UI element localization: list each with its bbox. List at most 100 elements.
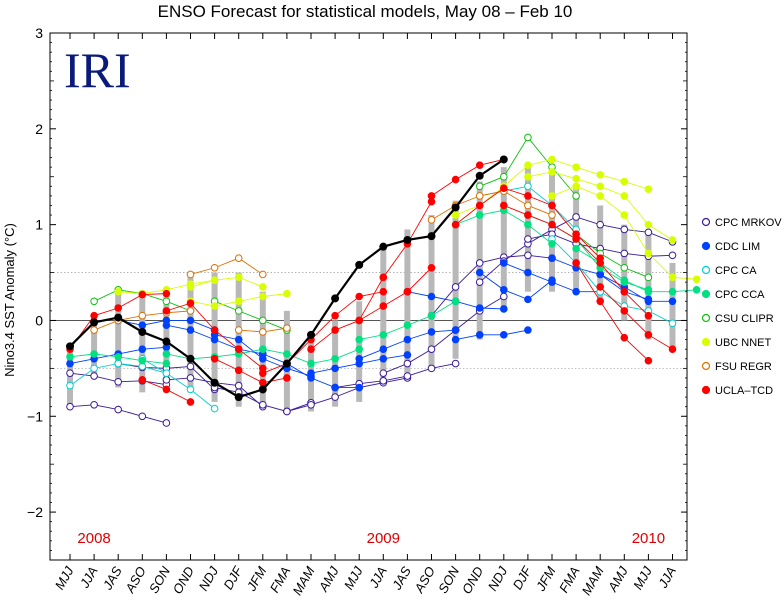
forecast-point — [548, 155, 556, 164]
x-tick-label: MAM — [579, 564, 607, 598]
forecast-point — [500, 201, 508, 210]
forecast-point — [427, 216, 436, 224]
observed-point — [451, 203, 460, 212]
x-tick-label: SON — [435, 563, 462, 595]
forecast-series — [210, 297, 291, 334]
forecast-point — [379, 273, 388, 282]
forecast-point — [307, 359, 315, 368]
forecast-point — [234, 366, 243, 375]
legend: CPC MRKOV CDC LIM CPC CA CPC CCA CSU CLIPR UB… — [701, 217, 782, 397]
forecast-series — [259, 345, 364, 368]
forecast-point — [524, 211, 532, 219]
forecast-series — [307, 263, 436, 354]
observed-point — [258, 385, 267, 394]
forecast-point — [379, 302, 388, 310]
forecast-point — [427, 345, 436, 354]
legend-label: CPC MRKOV — [715, 217, 782, 229]
forecast-line — [142, 358, 215, 409]
forecast-point — [548, 240, 556, 248]
forecast-series — [186, 289, 291, 310]
forecast-line — [190, 257, 264, 275]
forecast-point — [234, 326, 243, 334]
forecast-point — [475, 331, 484, 339]
forecast-series — [475, 133, 580, 200]
forecast-point — [596, 192, 605, 200]
forecast-point — [114, 377, 122, 386]
forecast-line — [214, 300, 288, 331]
forecast-point — [500, 285, 508, 294]
forecast-point — [186, 398, 195, 406]
forecast-point — [451, 359, 460, 368]
spread-bar — [452, 200, 459, 359]
forecast-line — [599, 286, 673, 350]
forecast-point — [620, 263, 629, 272]
forecast-point — [644, 228, 653, 237]
forecast-point — [283, 374, 291, 382]
forecast-point — [138, 311, 147, 320]
forecast-series — [283, 374, 412, 416]
forecast-point — [644, 185, 653, 193]
forecast-series — [500, 201, 653, 320]
forecast-point — [90, 297, 98, 306]
forecast-point — [620, 177, 629, 186]
observed-point — [307, 330, 315, 339]
y-tick-label: −2 — [27, 504, 43, 520]
forecast-point — [596, 220, 605, 229]
observed-point — [90, 318, 99, 327]
forecast-point — [234, 297, 243, 306]
forecast-point — [403, 351, 412, 359]
forecast-point — [596, 297, 605, 306]
spread-bar — [500, 167, 507, 311]
forecast-point — [572, 287, 580, 296]
legend-label: CDC LIM — [715, 241, 760, 253]
forecast-point — [138, 412, 147, 421]
forecast-point — [572, 182, 580, 191]
forecast-point — [427, 292, 436, 301]
spread-bar — [332, 320, 339, 407]
forecast-point — [500, 305, 508, 313]
x-tick-label: MJJ — [52, 564, 77, 593]
forecast-point — [644, 249, 653, 258]
forecast-line — [358, 201, 432, 321]
forecast-point — [162, 297, 171, 306]
forecast-point — [572, 163, 580, 171]
forecast-point — [114, 353, 122, 361]
observed-point — [138, 327, 147, 336]
legend-item: CPC CCA — [701, 289, 765, 301]
forecast-line — [575, 262, 649, 362]
forecast-point — [427, 192, 436, 200]
x-tick-label: DJF — [510, 563, 535, 592]
forecast-point — [524, 235, 532, 243]
forecast-point — [162, 419, 171, 427]
forecast-point — [451, 211, 460, 219]
x-tick-label: JJA — [655, 564, 679, 591]
forecast-point — [355, 292, 364, 301]
x-tick-label: AMJ — [315, 564, 342, 595]
forecast-point — [307, 369, 315, 377]
forecast-point — [186, 385, 195, 394]
forecast-point — [572, 259, 580, 267]
legend-label: CSU CLIPR — [715, 313, 774, 325]
forecast-point — [668, 297, 677, 306]
forecast-point — [331, 354, 339, 363]
forecast-point — [331, 326, 339, 334]
forecast-series — [259, 287, 388, 377]
observed-point — [379, 242, 388, 251]
forecast-point — [259, 378, 267, 387]
forecast-point — [596, 270, 605, 279]
observed-point — [475, 171, 484, 180]
forecast-point — [451, 326, 460, 334]
forecast-point — [668, 251, 677, 260]
forecast-line — [431, 159, 504, 197]
year-label: 2009 — [367, 530, 400, 547]
forecast-point — [644, 273, 653, 282]
forecast-point — [331, 364, 339, 373]
legend-label: CPC CA — [715, 265, 757, 277]
legend-marker — [701, 265, 711, 275]
forecast-point — [475, 182, 484, 191]
year-label: 2008 — [77, 530, 110, 547]
forecast-point — [668, 236, 677, 244]
forecast-series-layer — [66, 133, 701, 427]
observed-series-layer — [66, 155, 508, 402]
forecast-point — [572, 174, 580, 183]
